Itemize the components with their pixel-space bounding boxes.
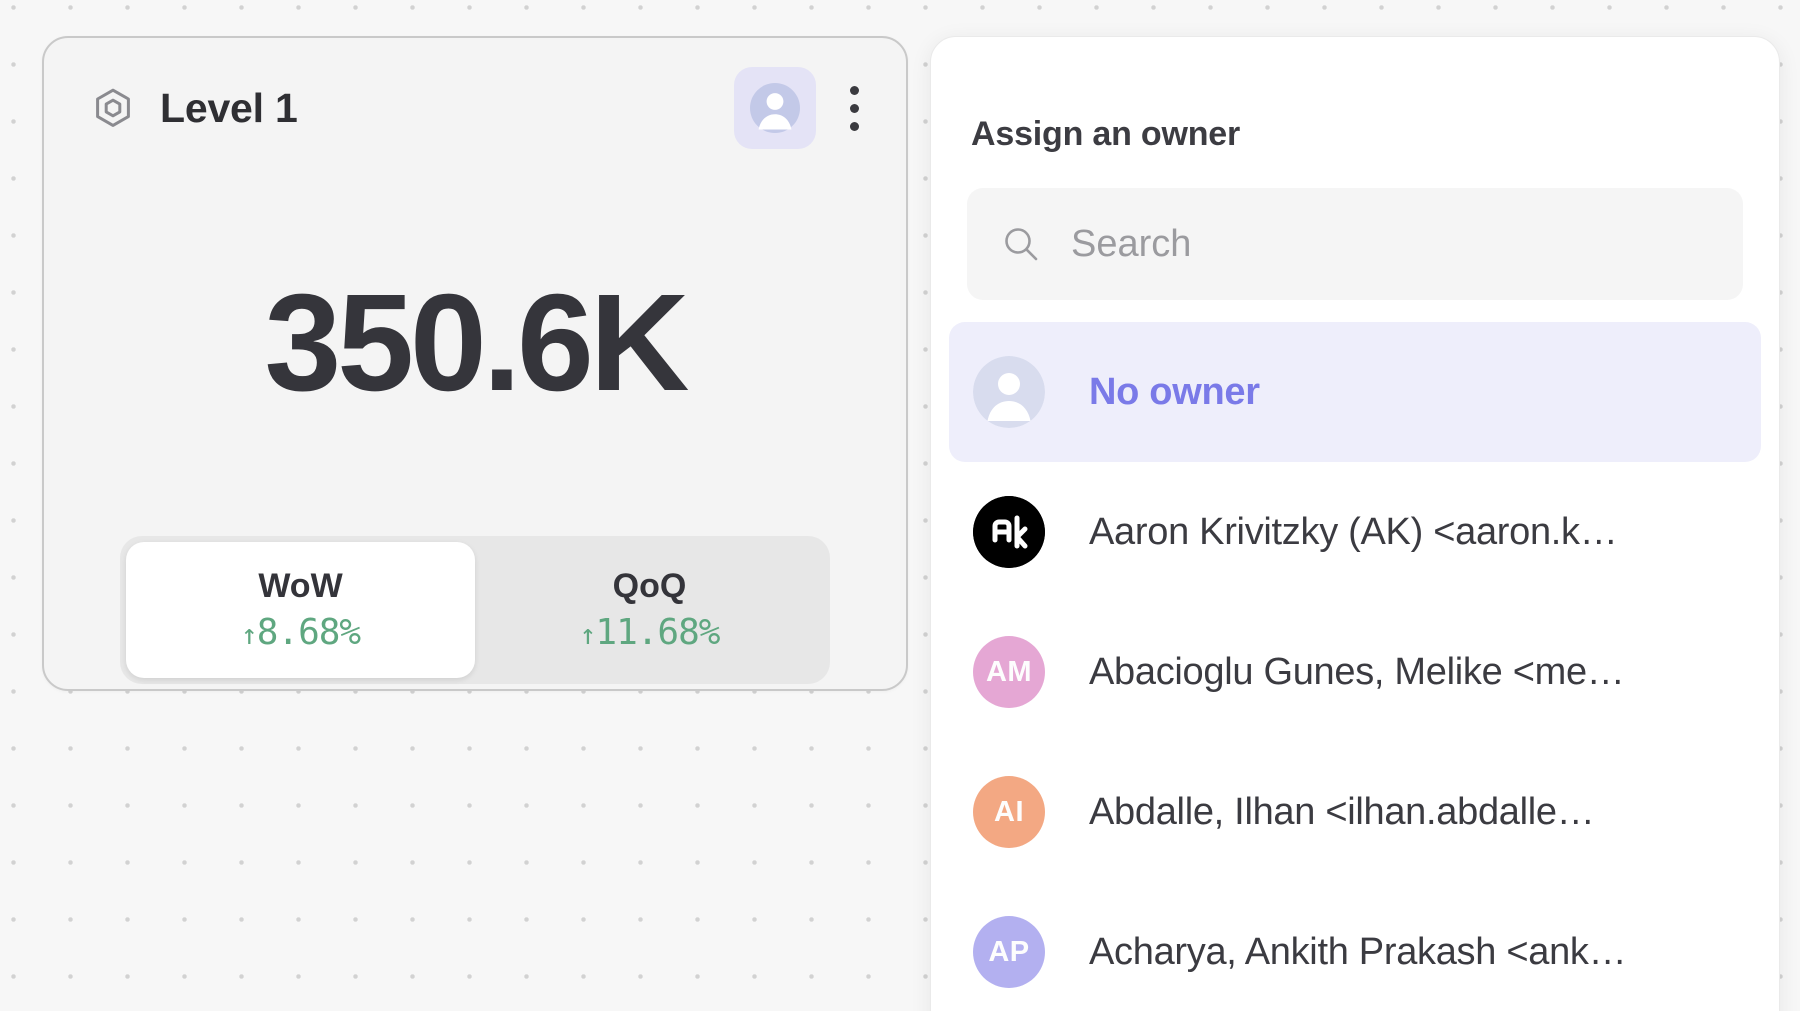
- delta-label-wow: WoW: [258, 567, 343, 605]
- brand-logo-avatar: [973, 496, 1045, 568]
- owner-option-abacioglu-gunes-melike[interactable]: AM Abacioglu Gunes, Melike <me…: [949, 602, 1761, 742]
- owner-option-aaron-krivitzky[interactable]: Aaron Krivitzky (AK) <aaron.k…: [949, 462, 1761, 602]
- kebab-dot-1: [849, 85, 859, 95]
- search-icon: [1001, 224, 1041, 264]
- person-placeholder-avatar-icon: [973, 356, 1045, 428]
- initials-avatar: AI: [973, 776, 1045, 848]
- owner-option-label: No owner: [1089, 370, 1260, 413]
- owner-search-field[interactable]: [967, 188, 1743, 300]
- owner-option-acharya-ankith-prakash[interactable]: AP Acharya, Ankith Prakash <ank…: [949, 882, 1761, 1011]
- hexagon-icon: [92, 87, 134, 129]
- delta-segment-wow[interactable]: WoW ↑8.68%: [126, 542, 475, 678]
- kebab-menu-icon[interactable]: [826, 72, 882, 144]
- kebab-dot-2: [849, 103, 859, 113]
- initials-avatar: AP: [973, 916, 1045, 988]
- assign-owner-avatar-button[interactable]: [734, 67, 816, 149]
- kpi-card[interactable]: Level 1 350.6K WoW ↑8.68% QoQ ↑11.68%: [42, 36, 908, 691]
- assign-owner-dropdown[interactable]: Assign an owner No owner: [930, 36, 1780, 1011]
- delta-change-wow: ↑8.68%: [240, 612, 361, 653]
- kpi-card-header: Level 1: [44, 38, 906, 178]
- owner-option-label: Abdalle, Ilhan <ilhan.abdalle…: [1089, 790, 1595, 833]
- kpi-value: 350.6K: [264, 266, 690, 420]
- person-avatar-icon: [747, 80, 803, 136]
- search-input[interactable]: [1071, 222, 1709, 266]
- owner-option-label: Aaron Krivitzky (AK) <aaron.k…: [1089, 510, 1618, 553]
- delta-value-qoq: 11.68%: [595, 612, 720, 653]
- delta-change-qoq: ↑11.68%: [579, 612, 721, 653]
- panel-title: Assign an owner: [971, 115, 1241, 153]
- arrow-up-icon-wow: ↑: [240, 618, 258, 651]
- delta-value-wow: 8.68%: [256, 612, 361, 653]
- kpi-title: Level 1: [160, 84, 298, 131]
- owner-option-no-owner[interactable]: No owner: [949, 322, 1761, 462]
- delta-label-qoq: QoQ: [612, 567, 687, 605]
- owner-option-abdalle-ilhan[interactable]: AI Abdalle, Ilhan <ilhan.abdalle…: [949, 742, 1761, 882]
- initials-avatar: AM: [973, 636, 1045, 708]
- kebab-dot-3: [849, 121, 859, 131]
- owner-option-label: Acharya, Ankith Prakash <ank…: [1089, 930, 1627, 973]
- arrow-up-icon-qoq: ↑: [579, 618, 597, 651]
- owner-options-list: No owner Aaron Krivitzky (AK) <aaron.k… …: [931, 322, 1779, 1011]
- delta-segment-qoq[interactable]: QoQ ↑11.68%: [475, 542, 824, 678]
- owner-option-label: Abacioglu Gunes, Melike <me…: [1089, 650, 1625, 693]
- delta-period-toggle[interactable]: WoW ↑8.68% QoQ ↑11.68%: [120, 536, 830, 684]
